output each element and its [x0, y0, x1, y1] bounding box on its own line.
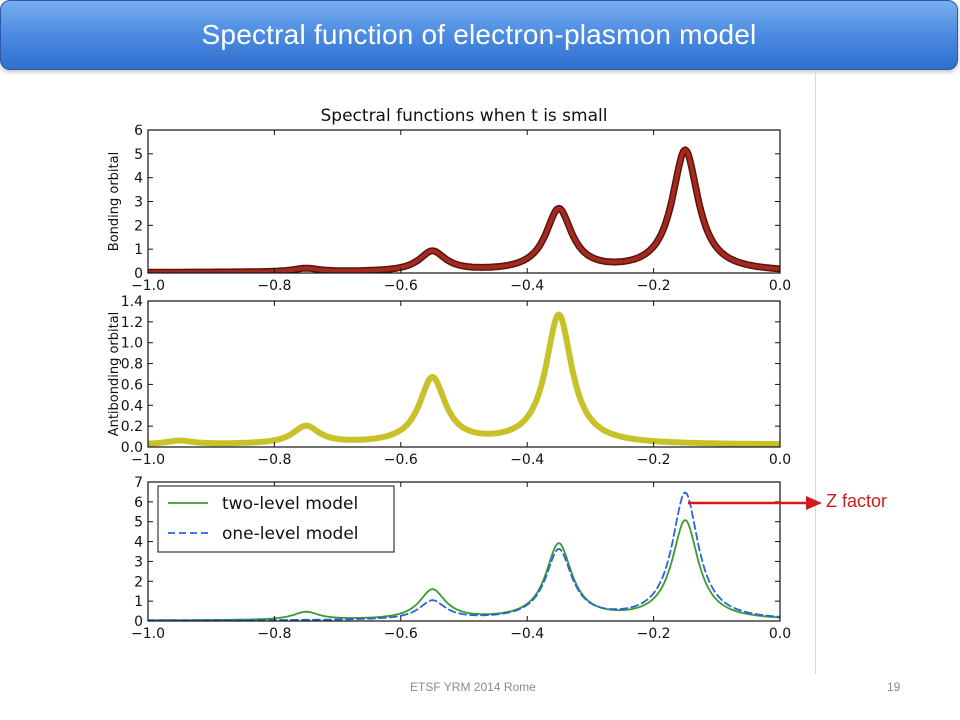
- series-line-curve: [148, 311, 780, 447]
- y-tick-label: 1: [134, 594, 143, 610]
- z-factor-label: Z factor: [826, 491, 888, 511]
- footer-text: ETSF YRM 2014 Rome: [410, 680, 536, 694]
- legend-box: [157, 485, 395, 553]
- x-tick-label: 0.0: [769, 452, 791, 468]
- slide-title: Spectral function of electron-plasmon mo…: [201, 19, 757, 50]
- y-axis-label: Bonding orbital: [107, 152, 122, 251]
- y-tick-label: 0.2: [121, 419, 143, 435]
- z-factor-arrow: [688, 496, 822, 510]
- legend: two-level model one-level model: [157, 485, 395, 553]
- plot-frame: [147, 300, 781, 448]
- series-line-curve-fill: [148, 147, 780, 273]
- slide-divider: [815, 72, 816, 674]
- y-tick-label: 0.6: [121, 377, 143, 393]
- legend-label: two-level model: [222, 494, 358, 514]
- y-tick-label: 1.0: [121, 336, 143, 352]
- y-tick-label: 0.0: [121, 440, 143, 456]
- page-number: 19: [887, 680, 901, 694]
- y-tick-label: 6: [134, 123, 143, 139]
- y-tick-label: 2: [134, 574, 143, 590]
- y-tick-label: 0: [134, 614, 143, 630]
- x-tick-label: −0.8: [257, 626, 291, 642]
- legend-label: one-level model: [222, 524, 359, 544]
- x-tick-label: −0.6: [384, 278, 418, 294]
- y-tick-label: 0: [134, 266, 143, 282]
- y-tick-label: 1: [134, 242, 143, 258]
- x-tick-label: −1.0: [131, 452, 165, 468]
- x-tick-label: −0.4: [510, 452, 544, 468]
- x-tick-label: −0.2: [637, 452, 671, 468]
- x-tick-label: −0.2: [637, 626, 671, 642]
- z-factor-arrow-head: [806, 496, 822, 510]
- y-tick-label: 3: [134, 195, 143, 211]
- x-tick-label: 0.0: [769, 626, 791, 642]
- y-tick-label: 0.4: [121, 398, 143, 414]
- x-tick-label: −1.0: [131, 626, 165, 642]
- chart-title: Spectral functions when t is small: [321, 106, 608, 126]
- y-tick-label: 4: [134, 535, 143, 551]
- slide-title-banner: Spectral function of electron-plasmon mo…: [0, 0, 958, 70]
- y-tick-label: 1.4: [121, 294, 143, 310]
- x-tick-label: −0.4: [510, 626, 544, 642]
- y-tick-label: 2: [134, 218, 143, 234]
- series-line-one-level-model: [148, 491, 780, 621]
- x-tick-label: −0.6: [384, 626, 418, 642]
- subplot-2: Antibonding orbital −1.0 −0.8 −0.6 −0.4 −0.2 0…: [107, 294, 791, 468]
- y-tick-label: 6: [134, 495, 143, 511]
- x-tick-label: −0.2: [637, 278, 671, 294]
- y-tick-label: 0.8: [121, 357, 143, 373]
- x-tick-label: −1.0: [131, 278, 165, 294]
- plot-frame: [147, 481, 781, 622]
- y-tick-label: 3: [134, 554, 143, 570]
- x-tick-label: −0.8: [257, 278, 291, 294]
- y-tick-label: 4: [134, 171, 143, 187]
- series-line-curve: [148, 146, 780, 273]
- y-tick-label: 1.2: [121, 315, 143, 331]
- x-tick-label: −0.6: [384, 452, 418, 468]
- y-axis-label: Antibonding orbital: [107, 312, 122, 437]
- y-tick-label: 5: [134, 147, 143, 163]
- y-tick-label: 5: [134, 515, 143, 531]
- x-tick-label: −0.4: [510, 278, 544, 294]
- subplot-3: −1.0 −0.8 −0.6 −0.4 −0.2 0.0 0 1 2 3 4 5 6 7 two-level…: [131, 475, 791, 642]
- y-tick-label: 7: [134, 475, 143, 491]
- x-tick-label: 0.0: [769, 278, 791, 294]
- subplot-1: Spectral functions when t is small Bondin…: [107, 106, 791, 294]
- x-tick-label: −0.8: [257, 452, 291, 468]
